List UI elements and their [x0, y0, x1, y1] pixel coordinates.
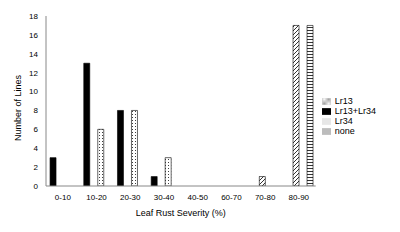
svg-text:14: 14 [29, 50, 38, 59]
svg-text:30-40: 30-40 [154, 193, 175, 202]
svg-text:10: 10 [29, 87, 38, 96]
html-text:Lr13+Lr34: Lr13+Lr34 [334, 105, 376, 116]
svg-text:0-10: 0-10 [55, 193, 72, 202]
html-text:Lr13: Lr13 [334, 95, 353, 106]
svg-text:40-50: 40-50 [187, 193, 208, 202]
svg-text:70-80: 70-80 [255, 193, 276, 202]
svg-text:10-20: 10-20 [86, 193, 107, 202]
svg-text:Number of Lines: Number of Lines [13, 74, 23, 141]
html-text:none: none [334, 126, 355, 137]
svg-text:2: 2 [34, 163, 39, 172]
svg-text:18: 18 [29, 12, 38, 21]
svg-text:8: 8 [34, 106, 39, 115]
html-text:Lr34: Lr34 [334, 116, 353, 126]
svg-text:12: 12 [29, 69, 38, 78]
svg-text:80-90: 80-90 [289, 193, 310, 202]
svg-text:0: 0 [34, 182, 39, 191]
svg-text:20-30: 20-30 [120, 193, 141, 202]
svg-text:16: 16 [29, 31, 38, 40]
svg-text:4: 4 [34, 144, 39, 153]
svg-text:Leaf Rust Severity (%): Leaf Rust Severity (%) [136, 208, 226, 218]
svg-text:60-70: 60-70 [221, 193, 242, 202]
svg-text:6: 6 [34, 125, 39, 134]
